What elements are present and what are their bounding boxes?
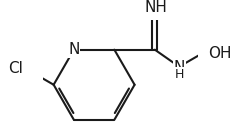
Text: H: H bbox=[174, 68, 184, 81]
Text: OH: OH bbox=[208, 46, 231, 61]
Text: NH: NH bbox=[145, 0, 168, 15]
Text: N: N bbox=[68, 42, 80, 57]
Text: Cl: Cl bbox=[8, 61, 23, 76]
Text: N: N bbox=[174, 60, 185, 75]
